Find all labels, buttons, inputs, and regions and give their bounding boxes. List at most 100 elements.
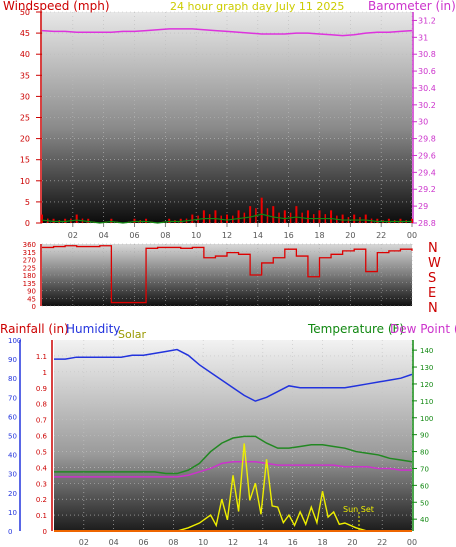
wind-x-tick-label: 02: [68, 231, 78, 240]
chart-title: 24 hour graph day July 11 2025: [170, 0, 344, 13]
rainfall-axis: 0 0.1 0.2 0.3 0.4 0.5 0.6 0.7 0.8 0.9 1 1.1: [36, 340, 53, 536]
humidity-tick-label: 10: [8, 509, 17, 517]
barometer-tick-label: 31: [418, 33, 428, 42]
windspeed-tick-label: 45: [20, 29, 30, 38]
direction-tick-label: 225: [23, 264, 36, 272]
wind-x-tick-label: 04: [99, 231, 109, 240]
barometer-tick-label: 30.2: [418, 101, 436, 110]
wind-x-tick-label: 06: [129, 231, 139, 240]
temp-humidity-panel: 0 0.1 0.2 0.3 0.4 0.5 0.6 0.7 0.8 0.9 1 1.1 0 10 20 30…: [8, 337, 433, 547]
temperature-axis-title: Temperature (F): [307, 322, 404, 336]
rainfall-tick-label: 0: [43, 528, 47, 536]
windspeed-tick-label: 35: [20, 71, 30, 80]
temperature-tick-label: 70: [420, 465, 429, 473]
barometer-tick-label: 29.4: [418, 168, 436, 177]
temperature-tick-label: 110: [420, 398, 433, 406]
wind-average-line: [41, 213, 412, 224]
humidity-tick-label: 80: [8, 375, 17, 383]
wind-x-tick-label: 22: [376, 231, 386, 240]
bottom-x-axis: 02 04 06 08 10 12 14 16 18 20 22 00: [79, 538, 417, 547]
bottom-panel-bg: [54, 340, 412, 531]
barometer-tick-label: 29: [418, 202, 428, 211]
humidity-tick-label: 50: [8, 433, 17, 441]
bottom-x-tick-label: 22: [377, 538, 387, 547]
barometer-axis: 28.8 29 29.2 29.4 29.6 29.8 30 30.2 30.4 30.6 30.8…: [412, 12, 436, 228]
direction-tick-label: 180: [23, 272, 36, 280]
bottom-x-tick-label: 20: [347, 538, 357, 547]
temperature-tick-label: 130: [420, 364, 433, 372]
wind-x-tick-label: 12: [222, 231, 232, 240]
direction-tick-label: 270: [23, 257, 36, 265]
windspeed-tick-label: 0: [25, 219, 30, 228]
temperature-tick-label: 80: [420, 449, 429, 457]
rainfall-tick-label: 1.1: [36, 353, 47, 361]
humidity-tick-label: 30: [8, 471, 17, 479]
temperature-tick-label: 120: [420, 381, 433, 389]
wind-series: [41, 28, 413, 224]
wind-x-tick-label: 14: [253, 231, 263, 240]
wind-x-tick-label: 18: [314, 231, 324, 240]
direction-tick-label: 45: [27, 295, 36, 303]
humidity-line: [54, 348, 413, 402]
windspeed-axis-title: Windspeed (mph): [3, 0, 110, 13]
bottom-x-tick-label: 04: [109, 538, 119, 547]
sunset-label: Sun Set: [343, 505, 374, 514]
barometer-tick-label: 30: [418, 118, 428, 127]
temperature-tick-label: 50: [420, 499, 429, 507]
bottom-x-tick-label: 00: [407, 538, 417, 547]
wind-x-axis: 02 04 06 08 10 12 14 16 18 20 22 00: [68, 223, 417, 240]
humidity-tick-label: 40: [8, 452, 17, 460]
wind-x-tick-label: 20: [345, 231, 355, 240]
dewpoint-axis-title: Dew Point (: [390, 322, 456, 336]
barometer-line: [41, 28, 413, 37]
wind-direction-line: [42, 245, 413, 304]
windspeed-tick-label: 5: [25, 198, 30, 207]
windspeed-tick-label: 50: [20, 8, 30, 17]
barometer-tick-label: 30.4: [418, 84, 436, 93]
bottom-x-tick-label: 14: [258, 538, 268, 547]
rainfall-axis-title: Rainfall (in): [0, 322, 69, 336]
bottom-x-tick-label: 12: [228, 538, 238, 547]
rainfall-tick-label: 0.4: [36, 464, 48, 472]
barometer-tick-label: 29.8: [418, 135, 436, 144]
windspeed-tick-label: 10: [20, 177, 30, 186]
compass-label: N: [428, 241, 438, 256]
compass-label: S: [428, 271, 436, 286]
barometer-tick-label: 29.6: [418, 151, 436, 160]
solar-axis-title: Solar: [118, 328, 147, 341]
barometer-tick-label: 28.8: [418, 219, 436, 228]
rainfall-tick-label: 0.6: [36, 433, 48, 441]
temperature-tick-label: 40: [420, 516, 429, 524]
humidity-axis-title: Humidity: [66, 322, 120, 336]
direction-tick-label: 90: [27, 288, 36, 296]
bottom-x-tick-label: 18: [317, 538, 327, 547]
humidity-tick-label: 60: [8, 413, 17, 421]
temperature-tick-label: 100: [420, 415, 433, 423]
compass-label: N: [428, 301, 438, 316]
windspeed-tick-label: 25: [20, 114, 30, 123]
wind-x-tick-label: 10: [191, 231, 201, 240]
compass-label: E: [428, 286, 436, 301]
windspeed-tick-label: 40: [20, 50, 30, 59]
humidity-tick-label: 20: [8, 490, 17, 498]
temperature-tick-label: 140: [420, 347, 433, 355]
humidity-tick-label: 0: [8, 528, 12, 536]
humidity-tick-label: 100: [8, 337, 21, 345]
wind-x-tick-label: 08: [160, 231, 170, 240]
humidity-axis: 0 10 20 30 40 50 60 70 80 90 100: [8, 337, 21, 536]
bottom-x-tick-label: 10: [198, 538, 208, 547]
wind-x-tick-label: 16: [284, 231, 294, 240]
rainfall-tick-label: 0.7: [36, 417, 47, 425]
compass-label: W: [428, 256, 441, 271]
barometer-tick-label: 30.6: [418, 67, 436, 76]
rainfall-tick-label: 0.2: [36, 496, 47, 504]
humidity-tick-label: 90: [8, 356, 17, 364]
temperature-tick-label: 90: [420, 432, 429, 440]
bottom-x-tick-label: 08: [168, 538, 178, 547]
windspeed-tick-label: 15: [20, 156, 30, 165]
windspeed-axis: 0 5 10 15 20 25 30 35 40 45 50: [20, 8, 42, 228]
